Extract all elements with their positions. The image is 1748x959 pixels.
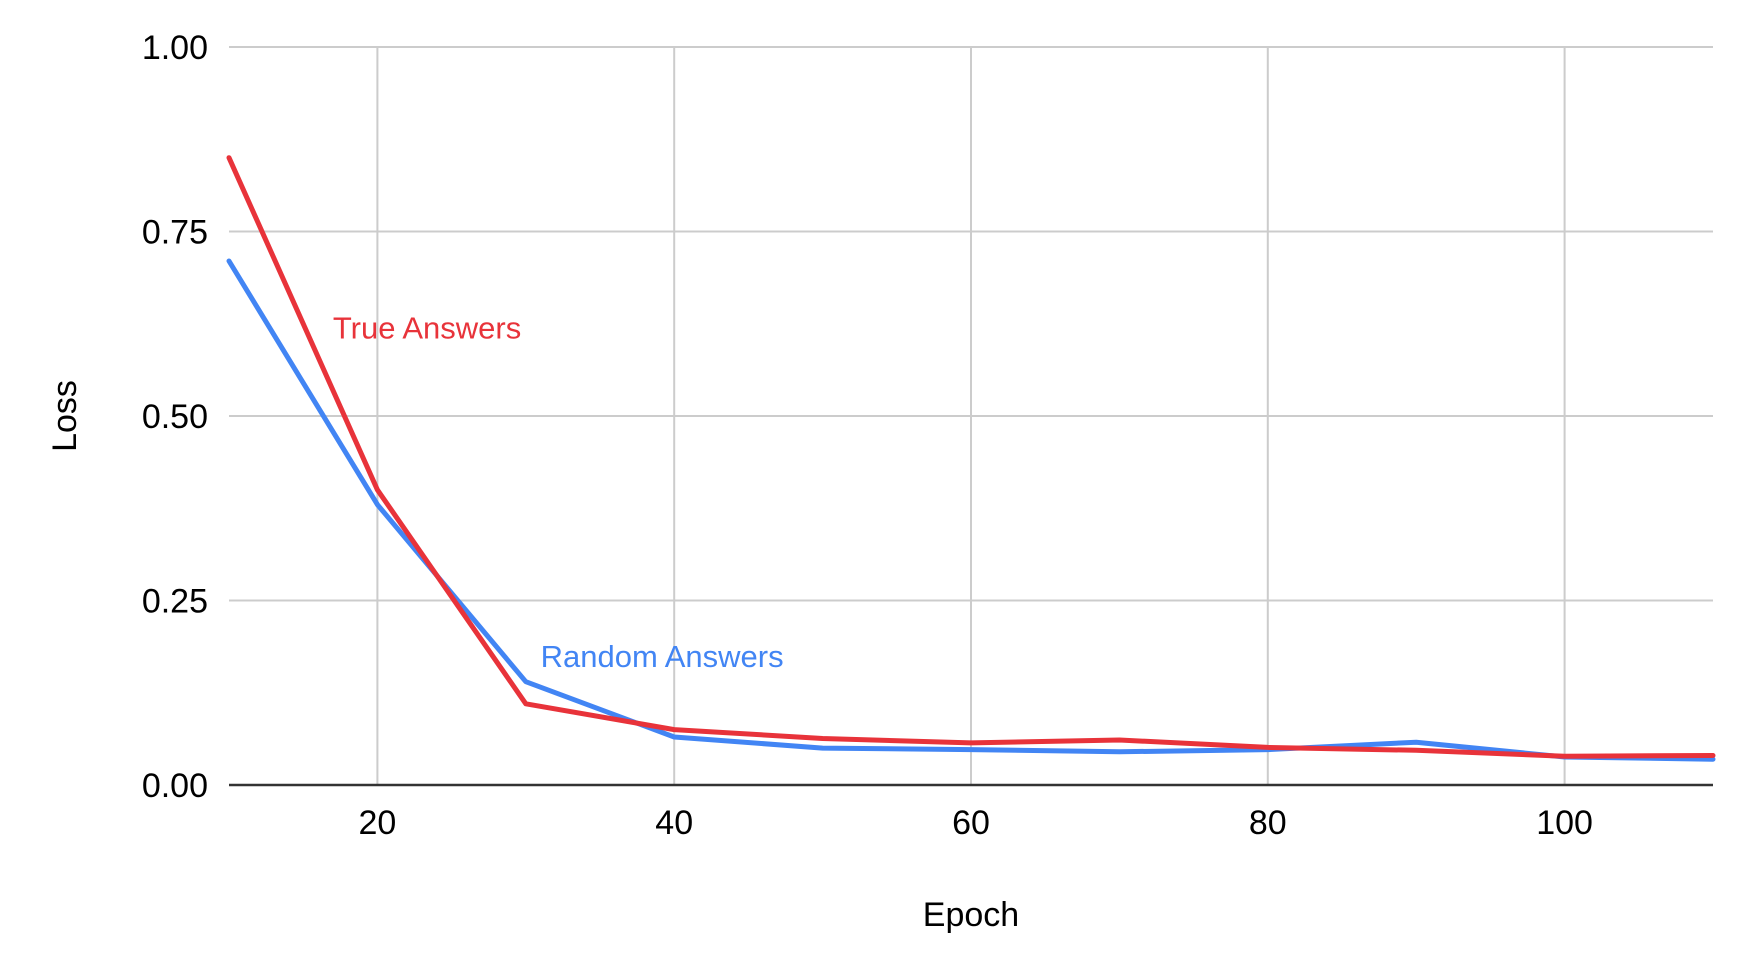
y-tick-label: 0.75	[142, 214, 208, 252]
series-label-random-answers: Random Answers	[541, 639, 784, 674]
x-tick-label: 40	[655, 804, 693, 842]
series-line-true-answers	[226, 155, 1716, 759]
x-tick-label: 100	[1536, 804, 1593, 842]
axes: 0.00 0.25 0.50 0.75 1.00 20 40 60 80 100	[142, 29, 1713, 842]
y-tick-label: 0.50	[142, 398, 208, 436]
grid	[229, 46, 1713, 785]
x-tick-label: 20	[358, 804, 396, 842]
x-axis-title: Epoch	[923, 896, 1019, 934]
y-tick-label: 0.00	[142, 767, 208, 805]
x-tick-label: 80	[1249, 804, 1287, 842]
y-tick-label: 0.25	[142, 583, 208, 621]
y-tick-label: 1.00	[142, 29, 208, 67]
labels: Random Answers True Answers	[333, 311, 784, 674]
x-tick-label: 60	[952, 804, 990, 842]
series-label-true-answers: True Answers	[333, 311, 521, 346]
series-line-random-answers	[226, 258, 1716, 762]
series	[226, 155, 1716, 762]
y-axis-title: Loss	[46, 380, 84, 452]
